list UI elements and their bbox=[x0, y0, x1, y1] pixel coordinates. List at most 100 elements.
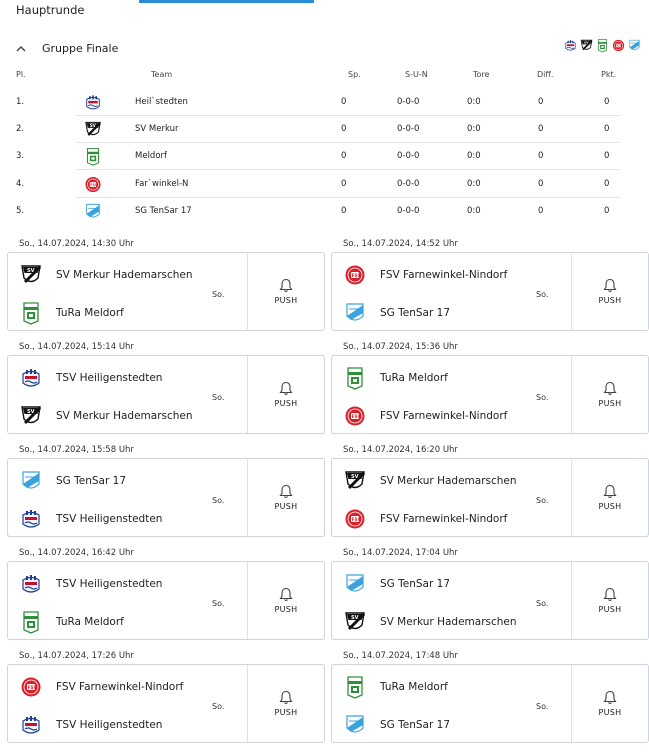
away-team-name: FSV Farnewinkel-Nindorf bbox=[380, 410, 508, 422]
heiligenstedten-crest-icon bbox=[20, 366, 42, 390]
divider bbox=[571, 665, 572, 742]
tensar-crest-icon bbox=[344, 713, 366, 737]
tensar-crest-icon bbox=[20, 469, 42, 493]
away-team[interactable]: FSV FSV Farnewinkel-Nindorf bbox=[344, 506, 507, 532]
table-row[interactable]: 1. Heil`stedten 0 0-0-0 0:0 0 0 bbox=[0, 89, 649, 116]
col-tore: Tore bbox=[473, 70, 490, 79]
home-team[interactable]: TSV Heiligenstedten bbox=[20, 571, 162, 597]
tura-meldorf-crest-icon bbox=[84, 147, 102, 166]
cell-pl: 5. bbox=[16, 206, 25, 216]
table-row[interactable]: 4. Far`winkel-N 0 0-0-0 0:0 0 0 FSV bbox=[0, 171, 649, 198]
push-button[interactable]: PUSH bbox=[248, 356, 324, 433]
away-team[interactable]: SG TenSar 17 bbox=[344, 300, 450, 326]
table-row[interactable]: 5. SG TenSar 17 0 0-0-0 0:0 0 0 bbox=[0, 198, 649, 225]
match-card[interactable]: TuRa Meldorf SG TenSar 17 So. PUSH bbox=[331, 664, 649, 743]
divider bbox=[571, 253, 572, 330]
svg-text:FSV: FSV bbox=[352, 273, 362, 278]
match-card[interactable]: TuRa Meldorf FSV FSV Farnewinkel-Nindorf So… bbox=[331, 355, 649, 434]
home-team[interactable]: FSV FSV Farnewinkel-Nindorf bbox=[20, 674, 183, 700]
cell-diff: 0 bbox=[538, 124, 544, 134]
push-button[interactable]: PUSH bbox=[248, 459, 324, 536]
match-card[interactable]: SV SV Merkur Hademarschen TuRa Meldorf So. P… bbox=[7, 252, 325, 331]
svg-text:SV: SV bbox=[27, 268, 35, 274]
cell-sp: 0 bbox=[341, 97, 347, 107]
col-pkt: Pkt. bbox=[601, 70, 617, 79]
group-name: Gruppe Finale bbox=[42, 41, 119, 55]
row-divider bbox=[76, 169, 619, 170]
heiligenstedten-crest-icon bbox=[564, 38, 577, 53]
svg-text:FSV: FSV bbox=[352, 414, 362, 419]
away-team[interactable]: SV SV Merkur Hademarschen bbox=[20, 403, 193, 429]
push-button[interactable]: PUSH bbox=[248, 562, 324, 639]
heiligenstedten-crest-icon bbox=[20, 713, 42, 737]
away-team[interactable]: TSV Heiligenstedten bbox=[20, 506, 162, 532]
push-label: PUSH bbox=[274, 502, 298, 511]
cell-sun: 0-0-0 bbox=[397, 206, 420, 216]
farnewinkel-crest-icon: FSV bbox=[344, 263, 366, 287]
cell-tore: 0:0 bbox=[467, 179, 481, 189]
table-row[interactable]: 2. SV Merkur 0 0-0-0 0:0 0 0 SV bbox=[0, 116, 649, 143]
home-team-name: FSV Farnewinkel-Nindorf bbox=[56, 681, 184, 693]
svg-text:SV: SV bbox=[351, 474, 359, 480]
match-date: So., 14.07.2024, 15:14 Uhr bbox=[19, 342, 134, 352]
away-team[interactable]: SV SV Merkur Hademarschen bbox=[344, 609, 517, 635]
match-date: So., 14.07.2024, 15:36 Uhr bbox=[343, 342, 458, 352]
match-date: So., 14.07.2024, 14:52 Uhr bbox=[343, 239, 458, 249]
tura-meldorf-crest-icon bbox=[344, 366, 366, 390]
match-card[interactable]: TSV Heiligenstedten TuRa Meldorf So. PUSH bbox=[7, 561, 325, 640]
push-button[interactable]: PUSH bbox=[572, 562, 648, 639]
active-tab-indicator bbox=[139, 0, 314, 3]
tura-meldorf-crest-icon bbox=[20, 301, 42, 325]
col-sun: S-U-N bbox=[405, 70, 428, 79]
away-team-name: SV Merkur Hademarschen bbox=[56, 410, 193, 422]
svg-text:SV: SV bbox=[90, 123, 97, 128]
cell-pkt: 0 bbox=[604, 179, 610, 189]
match-card[interactable]: FSV FSV Farnewinkel-Nindorf SG TenSar 17 So… bbox=[331, 252, 649, 331]
home-team-name: SV Merkur Hademarschen bbox=[380, 475, 517, 487]
home-team[interactable]: SG TenSar 17 bbox=[344, 571, 450, 597]
push-button[interactable]: PUSH bbox=[248, 665, 324, 742]
away-team[interactable]: TSV Heiligenstedten bbox=[20, 712, 162, 738]
home-team[interactable]: FSV FSV Farnewinkel-Nindorf bbox=[344, 262, 507, 288]
push-button[interactable]: PUSH bbox=[572, 665, 648, 742]
cell-pkt: 0 bbox=[604, 206, 610, 216]
away-team[interactable]: TuRa Meldorf bbox=[20, 609, 124, 635]
push-label: PUSH bbox=[598, 605, 622, 614]
col-diff: Diff. bbox=[537, 70, 554, 79]
heiligenstedten-crest-icon bbox=[20, 572, 42, 596]
svg-text:SV: SV bbox=[584, 41, 589, 45]
group-header[interactable]: Gruppe Finale bbox=[16, 40, 118, 56]
sv-merkur-crest-icon: SV bbox=[580, 38, 593, 53]
match-card[interactable]: TSV Heiligenstedten SV SV Merkur Hademarsc… bbox=[7, 355, 325, 434]
home-team[interactable]: SG TenSar 17 bbox=[20, 468, 126, 494]
home-team[interactable]: TuRa Meldorf bbox=[344, 674, 448, 700]
table-row[interactable]: 3. Meldorf 0 0-0-0 0:0 0 0 bbox=[0, 143, 649, 170]
match-date: So., 14.07.2024, 16:20 Uhr bbox=[343, 445, 458, 455]
push-button[interactable]: PUSH bbox=[572, 459, 648, 536]
away-team[interactable]: TuRa Meldorf bbox=[20, 300, 124, 326]
cell-sp: 0 bbox=[341, 124, 347, 134]
svg-text:FSV: FSV bbox=[28, 685, 38, 690]
push-label: PUSH bbox=[274, 605, 298, 614]
home-team[interactable]: TuRa Meldorf bbox=[344, 365, 448, 391]
match-card[interactable]: SG TenSar 17 SV SV Merkur Hademarschen So. P… bbox=[331, 561, 649, 640]
away-team[interactable]: SG TenSar 17 bbox=[344, 712, 450, 738]
push-button[interactable]: PUSH bbox=[572, 356, 648, 433]
home-team[interactable]: SV SV Merkur Hademarschen bbox=[344, 468, 517, 494]
away-team[interactable]: FSV FSV Farnewinkel-Nindorf bbox=[344, 403, 507, 429]
push-button[interactable]: PUSH bbox=[248, 253, 324, 330]
match-card[interactable]: SV SV Merkur Hademarschen FSV FSV Farnewink… bbox=[331, 458, 649, 537]
push-button[interactable]: PUSH bbox=[572, 253, 648, 330]
push-label: PUSH bbox=[598, 296, 622, 305]
cell-tore: 0:0 bbox=[467, 151, 481, 161]
away-team-name: SG TenSar 17 bbox=[380, 719, 450, 731]
svg-text:FSV: FSV bbox=[616, 44, 621, 48]
cell-team: SG TenSar 17 bbox=[135, 206, 192, 216]
match-card[interactable]: FSV FSV Farnewinkel-Nindorf TSV Heiligenst… bbox=[7, 664, 325, 743]
home-team[interactable]: TSV Heiligenstedten bbox=[20, 365, 162, 391]
chevron-up-icon[interactable] bbox=[16, 42, 28, 54]
match-date: So., 14.07.2024, 17:04 Uhr bbox=[343, 548, 458, 558]
match-card[interactable]: SG TenSar 17 TSV Heiligenstedten So. PUSH bbox=[7, 458, 325, 537]
home-team[interactable]: SV SV Merkur Hademarschen bbox=[20, 262, 193, 288]
sv-merkur-crest-icon: SV bbox=[344, 610, 366, 634]
